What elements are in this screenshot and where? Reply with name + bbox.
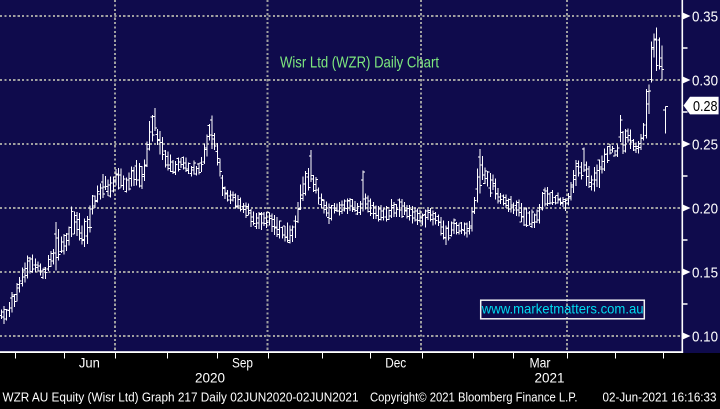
svg-text:Sep: Sep — [232, 354, 253, 370]
svg-text:Dec: Dec — [385, 354, 406, 370]
svg-text:2021: 2021 — [535, 369, 565, 385]
svg-text:Mar: Mar — [530, 354, 551, 370]
svg-text:0.28: 0.28 — [693, 98, 718, 115]
svg-text:www.marketmatters.com.au: www.marketmatters.com.au — [481, 301, 644, 316]
svg-text:Jun: Jun — [79, 354, 100, 370]
svg-text:0.30: 0.30 — [692, 72, 718, 89]
svg-text:Copyright© 2021 Bloomberg Fina: Copyright© 2021 Bloomberg Finance L.P. — [370, 389, 578, 404]
svg-text:02-Jun-2021 16:16:33: 02-Jun-2021 16:16:33 — [603, 389, 717, 404]
svg-text:0.15: 0.15 — [692, 264, 718, 281]
svg-text:2020: 2020 — [195, 369, 225, 385]
svg-text:0.25: 0.25 — [692, 136, 718, 153]
svg-text:Wisr Ltd (WZR) Daily Chart: Wisr Ltd (WZR) Daily Chart — [280, 55, 439, 72]
svg-text:0.10: 0.10 — [692, 328, 718, 345]
svg-text:WZR AU Equity (Wisr Ltd) Graph: WZR AU Equity (Wisr Ltd) Graph 217 Daily… — [3, 389, 359, 404]
svg-text:0.20: 0.20 — [692, 200, 718, 217]
svg-text:0.35: 0.35 — [692, 8, 718, 25]
